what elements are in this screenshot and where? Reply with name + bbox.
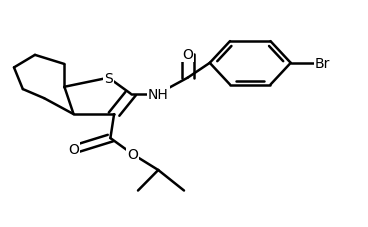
Text: S: S bbox=[104, 71, 113, 85]
Text: O: O bbox=[68, 143, 79, 157]
Text: NH: NH bbox=[148, 87, 169, 101]
Text: O: O bbox=[127, 147, 138, 161]
Text: O: O bbox=[182, 47, 193, 62]
Text: Br: Br bbox=[315, 57, 330, 71]
